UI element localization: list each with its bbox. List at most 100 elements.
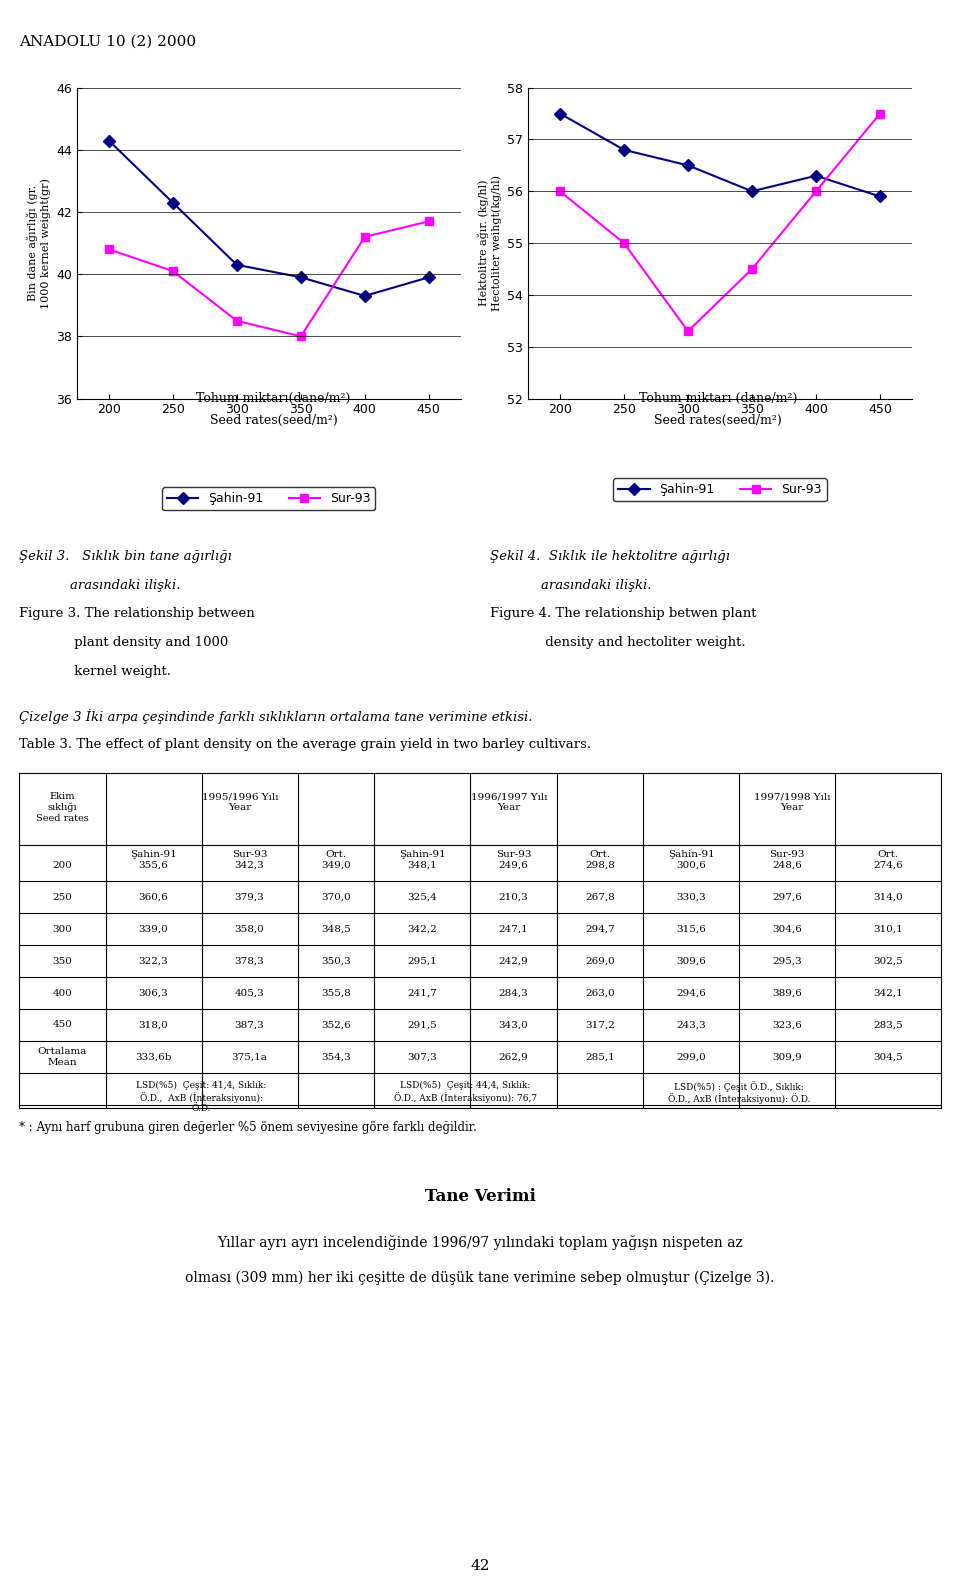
Text: 294,6: 294,6 — [677, 988, 706, 998]
Text: 283,5: 283,5 — [874, 1020, 902, 1030]
Text: LSD(%5)  Çeşit: 44,4, Sıklık:
Ö.D., AxB (İnteraksiyonu): 76,7: LSD(%5) Çeşit: 44,4, Sıklık: Ö.D., AxB (… — [394, 1081, 538, 1103]
Text: 349,0: 349,0 — [322, 861, 350, 870]
Text: Sur-93: Sur-93 — [770, 850, 804, 859]
Text: 297,6: 297,6 — [773, 893, 802, 902]
Text: 310,1: 310,1 — [874, 925, 902, 934]
Text: 309,9: 309,9 — [773, 1052, 802, 1062]
Text: 302,5: 302,5 — [874, 956, 902, 966]
Text: 360,6: 360,6 — [139, 893, 168, 902]
Text: 285,1: 285,1 — [586, 1052, 614, 1062]
Text: Ort.: Ort. — [589, 850, 611, 859]
Text: Şekil 4.  Sıklık ile hektolitre ağırlığı: Şekil 4. Sıklık ile hektolitre ağırlığı — [490, 550, 730, 563]
Text: 291,5: 291,5 — [408, 1020, 437, 1030]
Text: Ort.: Ort. — [877, 850, 899, 859]
Text: Tohum miktarı (dane/m²): Tohum miktarı (dane/m²) — [639, 392, 797, 405]
Text: 294,7: 294,7 — [586, 925, 614, 934]
Text: 307,3: 307,3 — [408, 1052, 437, 1062]
Text: 317,2: 317,2 — [586, 1020, 614, 1030]
Text: 378,3: 378,3 — [235, 956, 264, 966]
Y-axis label: Bin dane ağırlığı (gr.
1000 kernel weight(gr): Bin dane ağırlığı (gr. 1000 kernel weigh… — [27, 177, 51, 309]
Text: 295,3: 295,3 — [773, 956, 802, 966]
Text: 42: 42 — [470, 1559, 490, 1573]
Text: 370,0: 370,0 — [322, 893, 350, 902]
Text: Tohum miktarı(dane/m²): Tohum miktarı(dane/m²) — [197, 392, 350, 405]
Text: 343,0: 343,0 — [499, 1020, 528, 1030]
Text: Tane Verimi: Tane Verimi — [424, 1188, 536, 1205]
Text: Şahin-91: Şahin-91 — [131, 850, 177, 859]
Text: 262,9: 262,9 — [499, 1052, 528, 1062]
Text: 269,0: 269,0 — [586, 956, 614, 966]
Text: 352,6: 352,6 — [322, 1020, 350, 1030]
Text: 323,6: 323,6 — [773, 1020, 802, 1030]
Text: 267,8: 267,8 — [586, 893, 614, 902]
Text: 315,6: 315,6 — [677, 925, 706, 934]
Text: Figure 3. The relationship between: Figure 3. The relationship between — [19, 607, 255, 620]
Text: 304,6: 304,6 — [773, 925, 802, 934]
Text: Şahin-91: Şahin-91 — [399, 850, 445, 859]
Text: 249,6: 249,6 — [499, 861, 528, 870]
Text: 355,6: 355,6 — [139, 861, 168, 870]
Legend: Şahin-91, Sur-93: Şahin-91, Sur-93 — [162, 488, 375, 510]
Text: 450: 450 — [53, 1020, 72, 1030]
Text: 325,4: 325,4 — [408, 893, 437, 902]
Text: 355,8: 355,8 — [322, 988, 350, 998]
Text: Seed rates(seed/m²): Seed rates(seed/m²) — [209, 414, 338, 427]
Text: 242,9: 242,9 — [499, 956, 528, 966]
Text: 298,8: 298,8 — [586, 861, 614, 870]
Text: Ortalama
Mean: Ortalama Mean — [37, 1047, 87, 1066]
Text: 318,0: 318,0 — [139, 1020, 168, 1030]
Text: 284,3: 284,3 — [499, 988, 528, 998]
Text: 200: 200 — [53, 861, 72, 870]
Text: 263,0: 263,0 — [586, 988, 614, 998]
Text: 405,3: 405,3 — [235, 988, 264, 998]
Text: ANADOLU 10 (2) 2000: ANADOLU 10 (2) 2000 — [19, 35, 197, 49]
Text: Sur-93: Sur-93 — [232, 850, 267, 859]
Text: Şekil 3.   Sıklık bin tane ağırlığı: Şekil 3. Sıklık bin tane ağırlığı — [19, 550, 232, 563]
Text: 300,6: 300,6 — [677, 861, 706, 870]
Text: 274,6: 274,6 — [874, 861, 902, 870]
Text: 333,6b: 333,6b — [135, 1052, 172, 1062]
Text: 304,5: 304,5 — [874, 1052, 902, 1062]
Text: LSD(%5) : Çeşit Ö.D., Sıklık:
Ö.D., AxB (İnteraksiyonu): Ö.D.: LSD(%5) : Çeşit Ö.D., Sıklık: Ö.D., AxB … — [668, 1081, 810, 1105]
Text: 348,1: 348,1 — [408, 861, 437, 870]
Text: LSD(%5)  Çeşit: 41,4, Sıklık:
Ö.D.,  AxB (İnteraksiyonu):
Ö.D.: LSD(%5) Çeşit: 41,4, Sıklık: Ö.D., AxB (… — [136, 1081, 267, 1113]
Text: 300: 300 — [53, 925, 72, 934]
Text: Figure 4. The relationship betwen plant: Figure 4. The relationship betwen plant — [490, 607, 756, 620]
Text: Ekim
sıklığı
Seed rates: Ekim sıklığı Seed rates — [36, 792, 88, 823]
Text: 350: 350 — [53, 956, 72, 966]
Text: kernel weight.: kernel weight. — [19, 665, 171, 677]
Text: 350,3: 350,3 — [322, 956, 350, 966]
Text: * : Aynı harf grubuna giren değerler %5 önem seviyesine göre farklı değildir.: * : Aynı harf grubuna giren değerler %5 … — [19, 1121, 477, 1133]
Text: 1996/1997 Yılı
Year: 1996/1997 Yılı Year — [470, 792, 547, 811]
Text: density and hectoliter weight.: density and hectoliter weight. — [490, 636, 745, 649]
Text: 342,1: 342,1 — [874, 988, 902, 998]
Text: plant density and 1000: plant density and 1000 — [19, 636, 228, 649]
Text: 306,3: 306,3 — [139, 988, 168, 998]
Text: arasındaki ilişki.: arasındaki ilişki. — [490, 579, 651, 591]
Text: 309,6: 309,6 — [677, 956, 706, 966]
Text: 299,0: 299,0 — [677, 1052, 706, 1062]
Text: 1995/1996 Yılı
Year: 1995/1996 Yılı Year — [202, 792, 278, 811]
Text: 241,7: 241,7 — [408, 988, 437, 998]
Text: 210,3: 210,3 — [499, 893, 528, 902]
Text: 389,6: 389,6 — [773, 988, 802, 998]
Text: 1997/1998 Yılı
Year: 1997/1998 Yılı Year — [754, 792, 830, 811]
Text: 314,0: 314,0 — [874, 893, 902, 902]
Text: 358,0: 358,0 — [235, 925, 264, 934]
Text: Şahin-91: Şahin-91 — [668, 850, 714, 859]
Text: 339,0: 339,0 — [139, 925, 168, 934]
Text: 342,3: 342,3 — [235, 861, 264, 870]
Text: Çizelge 3 İki arpa çeşindinde farklı sıklıkların ortalama tane verimine etkisi.: Çizelge 3 İki arpa çeşindinde farklı sık… — [19, 709, 533, 724]
Text: olması (309 mm) her iki çeşitte de düşük tane verimine sebep olmuştur (Çizelge 3: olması (309 mm) her iki çeşitte de düşük… — [185, 1270, 775, 1285]
Text: Seed rates(seed/m²): Seed rates(seed/m²) — [654, 414, 782, 427]
Y-axis label: Hektolitre ağır. (kg/hl)
Hectoliter weihgt(kg/hl): Hektolitre ağır. (kg/hl) Hectoliter weih… — [478, 175, 501, 311]
Text: Yıllar ayrı ayrı incelendiğinde 1996/97 yılındaki toplam yağışn nispeten az: Yıllar ayrı ayrı incelendiğinde 1996/97 … — [217, 1235, 743, 1250]
Text: 375,1a: 375,1a — [231, 1052, 268, 1062]
Text: 330,3: 330,3 — [677, 893, 706, 902]
Text: Sur-93: Sur-93 — [496, 850, 531, 859]
Text: 322,3: 322,3 — [139, 956, 168, 966]
Text: 248,6: 248,6 — [773, 861, 802, 870]
Text: Ort.: Ort. — [325, 850, 347, 859]
Text: 354,3: 354,3 — [322, 1052, 350, 1062]
Text: 247,1: 247,1 — [499, 925, 528, 934]
